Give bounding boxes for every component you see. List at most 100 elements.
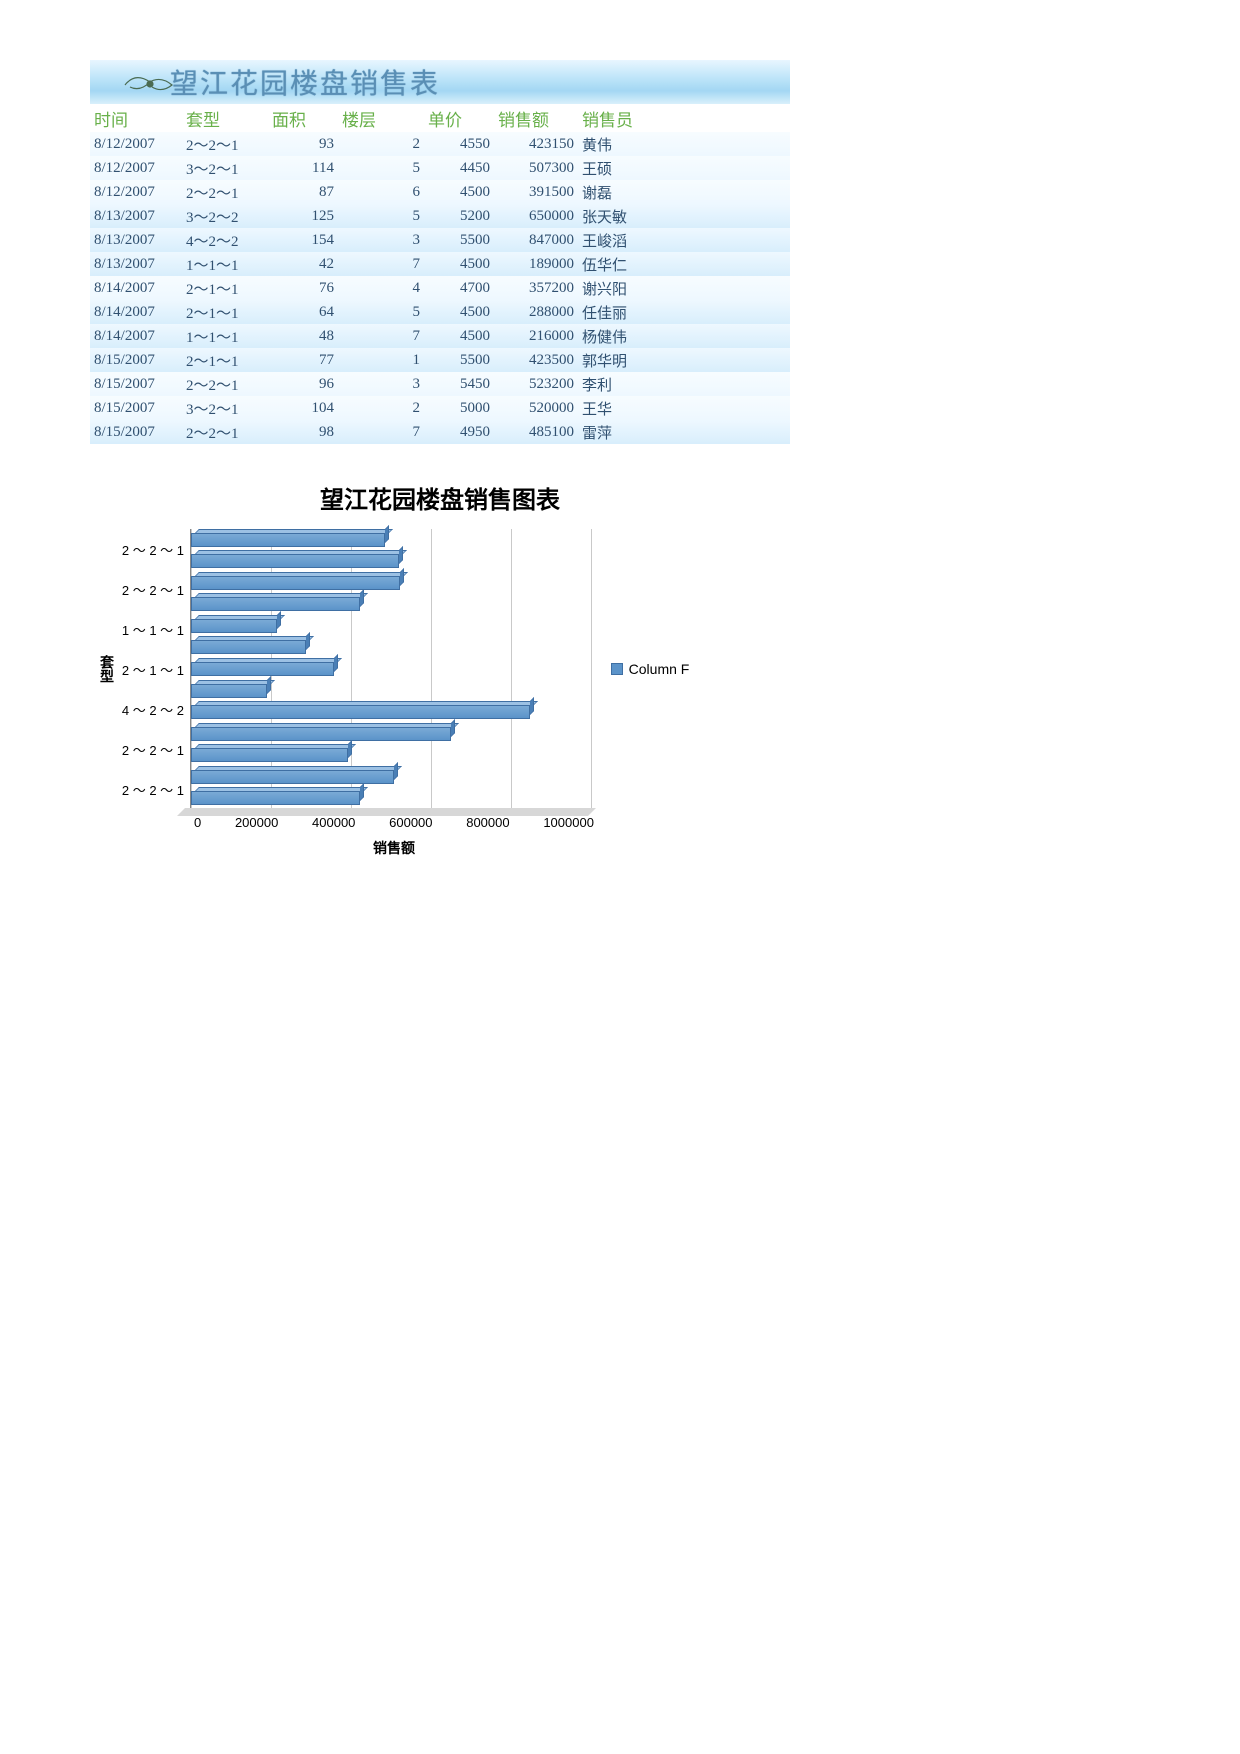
cell-sales: 520000 — [494, 399, 578, 418]
cell-agent: 李利 — [578, 373, 668, 396]
cell-floor: 5 — [338, 207, 424, 226]
cell-date: 8/12/2007 — [90, 135, 182, 154]
table-row: 8/14/20072～1～17644700357200谢兴阳 — [90, 276, 790, 300]
cell-date: 8/15/2007 — [90, 375, 182, 394]
table-row: 8/15/20072～2～19874950485100雷萍 — [90, 420, 790, 444]
cell-price: 4950 — [424, 423, 494, 442]
page: 望江花园楼盘销售表 时间 套型 面积 楼层 单价 销售额 销售员 8/12/20… — [0, 0, 1240, 938]
cell-price: 4700 — [424, 279, 494, 298]
table-row: 8/12/20072～2～18764500391500谢磊 — [90, 180, 790, 204]
cell-area: 96 — [268, 375, 338, 394]
cell-floor: 3 — [338, 375, 424, 394]
cell-sales: 423150 — [494, 135, 578, 154]
cell-type: 3～2～1 — [182, 397, 268, 420]
cell-area: 104 — [268, 399, 338, 418]
cell-price: 4450 — [424, 159, 494, 178]
cell-agent: 黄伟 — [578, 133, 668, 156]
cell-sales: 507300 — [494, 159, 578, 178]
cell-sales: 391500 — [494, 183, 578, 202]
legend-label: Column F — [629, 661, 690, 677]
sales-sheet: 望江花园楼盘销售表 时间 套型 面积 楼层 单价 销售额 销售员 8/12/20… — [90, 60, 790, 878]
chart-x-ticks: 02000004000006000008000001000000 — [194, 815, 594, 830]
cell-price: 5450 — [424, 375, 494, 394]
cell-area: 98 — [268, 423, 338, 442]
cell-agent: 谢磊 — [578, 181, 668, 204]
cell-type: 2～2～1 — [182, 133, 268, 156]
cell-type: 2～1～1 — [182, 349, 268, 372]
cell-floor: 7 — [338, 255, 424, 274]
col-header-agent: 销售员 — [578, 104, 668, 133]
col-header-date: 时间 — [90, 104, 182, 133]
table-row: 8/12/20072～2～19324550423150黄伟 — [90, 132, 790, 156]
cell-area: 154 — [268, 231, 338, 250]
cell-type: 2～2～1 — [182, 421, 268, 444]
x-tick-label: 400000 — [312, 815, 355, 830]
cell-date: 8/14/2007 — [90, 303, 182, 322]
cell-date: 8/13/2007 — [90, 255, 182, 274]
cell-agent: 任佳丽 — [578, 301, 668, 324]
gridline — [591, 529, 592, 808]
table-row: 8/12/20073～2～111454450507300王硕 — [90, 156, 790, 180]
table-row: 8/14/20071～1～14874500216000杨健伟 — [90, 324, 790, 348]
chart-plot-wrap — [190, 529, 590, 809]
chart-x-axis-title: 销售额 — [194, 838, 594, 858]
cell-date: 8/15/2007 — [90, 351, 182, 370]
cell-price: 5200 — [424, 207, 494, 226]
cell-area: 76 — [268, 279, 338, 298]
cell-date: 8/15/2007 — [90, 423, 182, 442]
x-tick-label: 800000 — [466, 815, 509, 830]
cell-floor: 5 — [338, 303, 424, 322]
cell-floor: 2 — [338, 399, 424, 418]
cell-sales: 216000 — [494, 327, 578, 346]
cell-agent: 伍华仁 — [578, 253, 668, 276]
cell-sales: 847000 — [494, 231, 578, 250]
y-tick-label: 2 ～ 2 ～ 1 — [120, 740, 184, 759]
cell-area: 114 — [268, 159, 338, 178]
cell-floor: 7 — [338, 423, 424, 442]
gridline — [431, 529, 432, 808]
cell-date: 8/13/2007 — [90, 207, 182, 226]
cell-type: 2～1～1 — [182, 301, 268, 324]
cell-type: 3～2～2 — [182, 205, 268, 228]
table-body: 8/12/20072～2～19324550423150黄伟8/12/20073～… — [90, 132, 790, 444]
cell-area: 42 — [268, 255, 338, 274]
cell-type: 2～1～1 — [182, 277, 268, 300]
cell-area: 125 — [268, 207, 338, 226]
cell-price: 4500 — [424, 327, 494, 346]
y-tick-label: 2 ～ 2 ～ 1 — [120, 780, 184, 799]
cell-agent: 王硕 — [578, 157, 668, 180]
table-row: 8/13/20071～1～14274500189000伍华仁 — [90, 252, 790, 276]
cell-agent: 雷萍 — [578, 421, 668, 444]
cell-price: 5500 — [424, 231, 494, 250]
cell-floor: 4 — [338, 279, 424, 298]
table-row: 8/14/20072～1～16454500288000任佳丽 — [90, 300, 790, 324]
chart-body: 套型 2 ～ 2 ～ 12 ～ 2 ～ 11 ～ 1 ～ 12 ～ 1 ～ 14… — [98, 529, 782, 809]
cell-type: 2～2～1 — [182, 181, 268, 204]
cell-area: 48 — [268, 327, 338, 346]
table-row: 8/15/20072～1～17715500423500郭华明 — [90, 348, 790, 372]
cell-date: 8/14/2007 — [90, 279, 182, 298]
chart-legend: Column F — [590, 529, 710, 809]
cell-sales: 288000 — [494, 303, 578, 322]
col-header-price: 单价 — [424, 104, 494, 133]
cell-sales: 650000 — [494, 207, 578, 226]
cell-area: 93 — [268, 135, 338, 154]
cell-floor: 6 — [338, 183, 424, 202]
y-tick-label: 2 ～ 1 ～ 1 — [120, 660, 184, 679]
cell-type: 1～1～1 — [182, 253, 268, 276]
y-tick-label: 2 ～ 2 ～ 1 — [120, 580, 184, 599]
cell-sales: 485100 — [494, 423, 578, 442]
col-header-floor: 楼层 — [338, 104, 424, 133]
cell-date: 8/12/2007 — [90, 159, 182, 178]
table-header: 时间 套型 面积 楼层 单价 销售额 销售员 — [90, 104, 790, 132]
cell-agent: 王峻滔 — [578, 229, 668, 252]
chart-y-labels: 2 ～ 2 ～ 12 ～ 2 ～ 11 ～ 1 ～ 12 ～ 1 ～ 14 ～ … — [120, 529, 190, 809]
cell-price: 4500 — [424, 183, 494, 202]
legend-swatch — [611, 663, 623, 675]
chart-floor — [177, 808, 596, 816]
cell-agent: 郭华明 — [578, 349, 668, 372]
cell-area: 87 — [268, 183, 338, 202]
cell-type: 2～2～1 — [182, 373, 268, 396]
title-row: 望江花园楼盘销售表 — [90, 60, 790, 104]
chart-y-axis-title: 套型 — [98, 529, 120, 809]
